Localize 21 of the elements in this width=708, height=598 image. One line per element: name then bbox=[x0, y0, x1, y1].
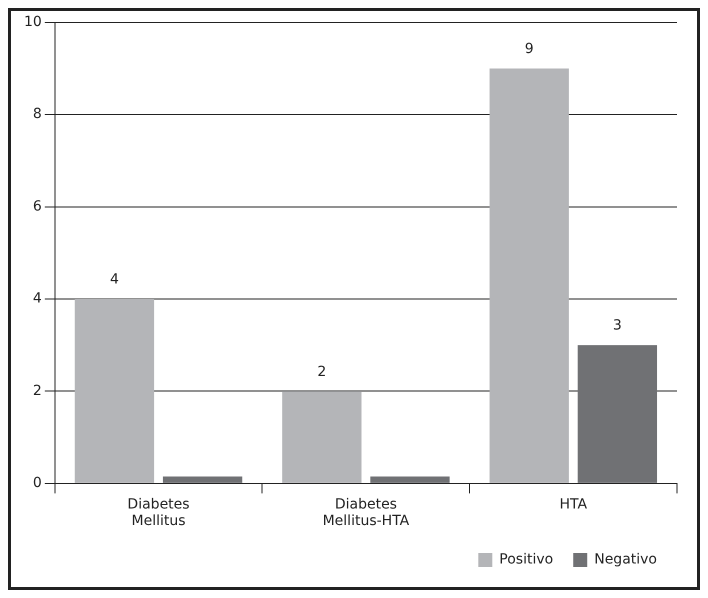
y-tick-label: 2 bbox=[32, 382, 42, 399]
bar bbox=[162, 476, 242, 483]
bar bbox=[370, 476, 450, 483]
legend-label: Negativo bbox=[594, 552, 657, 568]
data-label: 3 bbox=[612, 318, 622, 334]
x-tick-label: Diabetes Mellitus bbox=[127, 496, 190, 530]
y-tick-label: 8 bbox=[32, 106, 42, 122]
y-tick-label: 4 bbox=[32, 290, 42, 307]
legend-label: Positivo bbox=[499, 552, 554, 568]
y-tick-label: 0 bbox=[32, 475, 42, 492]
bar bbox=[282, 391, 362, 483]
bar bbox=[490, 68, 569, 483]
data-label: 9 bbox=[524, 41, 534, 58]
y-tick-label: 10 bbox=[24, 14, 42, 30]
x-tick-label: Diabetes Mellitus-HTA bbox=[322, 496, 410, 530]
bar bbox=[74, 299, 154, 483]
y-tick-label: 6 bbox=[32, 198, 42, 214]
data-label: 2 bbox=[317, 364, 326, 380]
x-tick-label: HTA bbox=[560, 496, 588, 512]
data-label: 4 bbox=[110, 272, 119, 288]
bar bbox=[578, 345, 658, 483]
